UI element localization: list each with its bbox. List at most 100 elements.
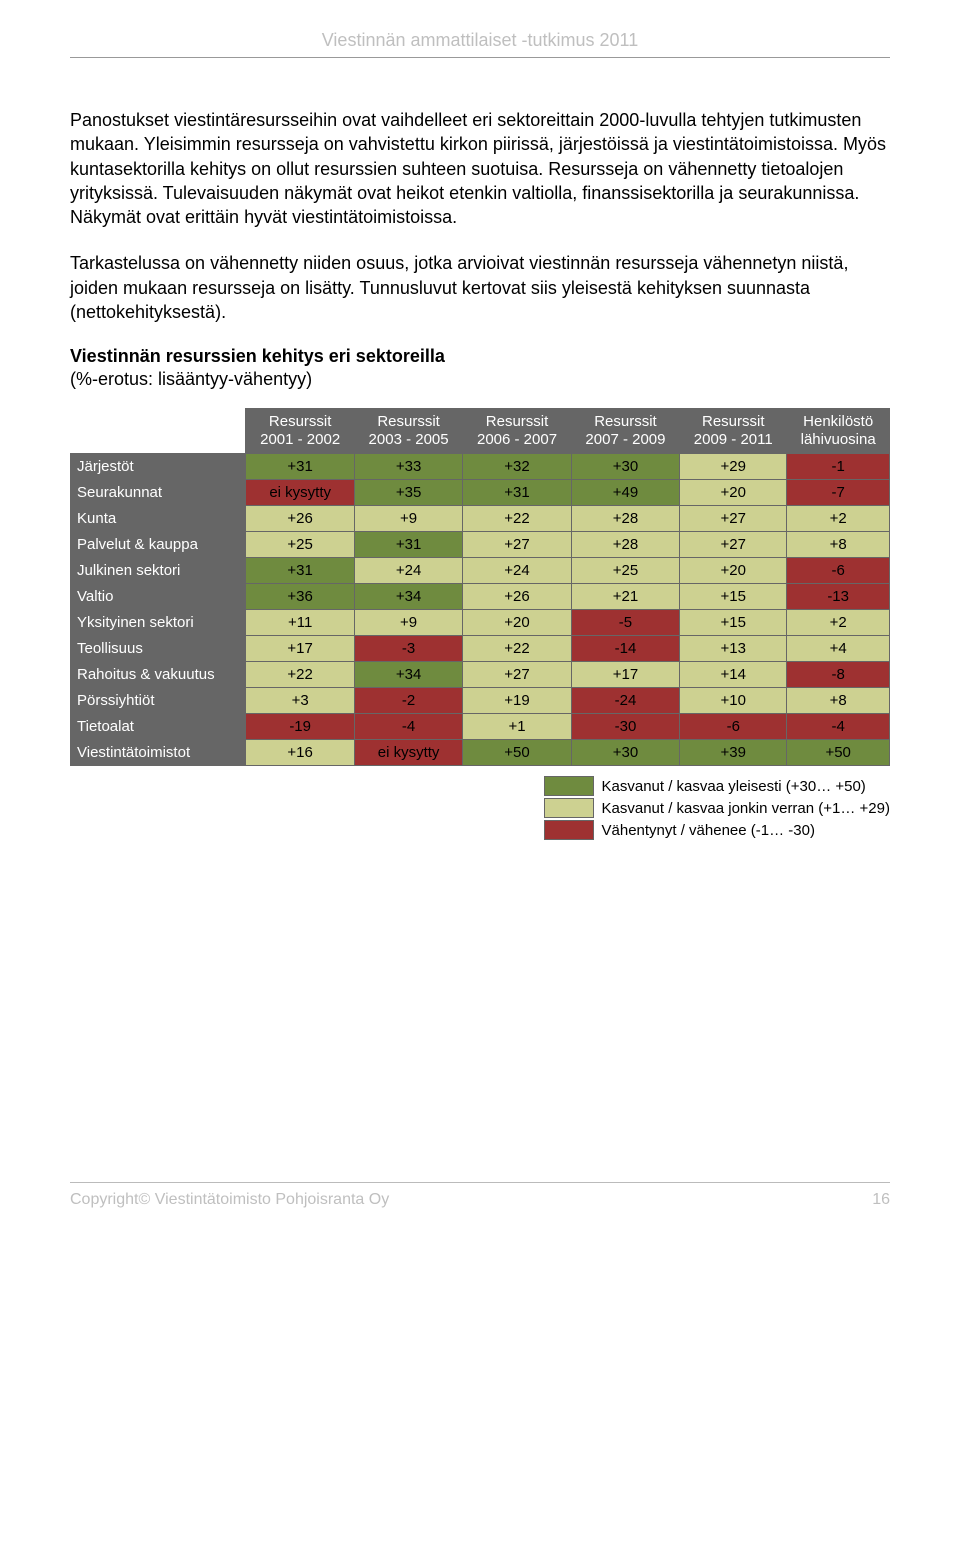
table-cell: +25 [571,558,679,584]
section-title: Viestinnän resurssien kehitys eri sektor… [70,346,890,367]
header-rule [70,57,890,58]
table-cell: -4 [354,714,462,740]
row-label: Viestintätoimistot [71,740,246,766]
table-cell: -5 [571,610,679,636]
table-cell: +28 [571,532,679,558]
legend-label: Vähentynyt / vähenee (-1… -30) [602,822,815,839]
table-cell: +16 [246,740,354,766]
table-cell: +26 [246,506,354,532]
col-header: Resurssit2007 - 2009 [571,409,679,454]
table-cell: +34 [354,662,462,688]
table-cell: +31 [246,558,354,584]
row-label: Yksityinen sektori [71,610,246,636]
table-cell: -14 [571,636,679,662]
table-cell: +15 [680,610,787,636]
table-row: Järjestöt+31+33+32+30+29-1 [71,454,890,480]
legend-label: Kasvanut / kasvaa yleisesti (+30… +50) [602,778,866,795]
row-label: Seurakunnat [71,480,246,506]
table-cell: -7 [787,480,890,506]
table-cell: -19 [246,714,354,740]
table-cell: +32 [463,454,571,480]
paragraph-1: Panostukset viestintäresursseihin ovat v… [70,108,890,229]
row-label: Tietoalat [71,714,246,740]
paragraph-2: Tarkastelussa on vähennetty niiden osuus… [70,251,890,324]
legend-label: Kasvanut / kasvaa jonkin verran (+1… +29… [602,800,891,817]
col-header: Resurssit2003 - 2005 [354,409,462,454]
table-cell: +2 [787,506,890,532]
table-cell: -30 [571,714,679,740]
table-row: Julkinen sektori+31+24+24+25+20-6 [71,558,890,584]
table-corner-empty [71,409,246,454]
table-cell: +17 [571,662,679,688]
table-cell: -24 [571,688,679,714]
legend-item: Vähentynyt / vähenee (-1… -30) [544,820,891,840]
row-label: Pörssiyhtiöt [71,688,246,714]
row-label: Rahoitus & vakuutus [71,662,246,688]
row-label: Teollisuus [71,636,246,662]
table-cell: +2 [787,610,890,636]
table-cell: +4 [787,636,890,662]
col-header: Resurssit2001 - 2002 [246,409,354,454]
table-cell: +9 [354,610,462,636]
legend-item: Kasvanut / kasvaa yleisesti (+30… +50) [544,776,891,796]
table-cell: -8 [787,662,890,688]
table-cell: +11 [246,610,354,636]
table-cell: -13 [787,584,890,610]
row-label: Kunta [71,506,246,532]
col-header: Resurssit2009 - 2011 [680,409,787,454]
table-cell: +1 [463,714,571,740]
table-row: Valtio+36+34+26+21+15-13 [71,584,890,610]
legend-item: Kasvanut / kasvaa jonkin verran (+1… +29… [544,798,891,818]
table-cell: +10 [680,688,787,714]
table-cell: +8 [787,688,890,714]
table-row: Pörssiyhtiöt+3-2+19-24+10+8 [71,688,890,714]
table-cell: -6 [787,558,890,584]
table-row: Viestintätoimistot+16ei kysytty+50+30+39… [71,740,890,766]
table-cell: +20 [463,610,571,636]
table-cell: +13 [680,636,787,662]
table-cell: +22 [246,662,354,688]
col-header: Resurssit2006 - 2007 [463,409,571,454]
table-row: Yksityinen sektori+11+9+20-5+15+2 [71,610,890,636]
legend: Kasvanut / kasvaa yleisesti (+30… +50) Ka… [70,776,890,842]
table-cell: +29 [680,454,787,480]
row-label: Järjestöt [71,454,246,480]
table-row: Seurakunnatei kysytty+35+31+49+20-7 [71,480,890,506]
table-cell: +19 [463,688,571,714]
table-cell: +39 [680,740,787,766]
table-row: Teollisuus+17-3+22-14+13+4 [71,636,890,662]
legend-swatch [544,820,594,840]
table-cell: +28 [571,506,679,532]
table-cell: ei kysytty [246,480,354,506]
table-cell: +50 [463,740,571,766]
table-cell: +27 [463,532,571,558]
table-cell: +25 [246,532,354,558]
table-cell: +17 [246,636,354,662]
table-cell: +34 [354,584,462,610]
legend-swatch [544,776,594,796]
section-subtitle: (%-erotus: lisääntyy-vähentyy) [70,369,890,390]
table-cell: +24 [463,558,571,584]
table-cell: -6 [680,714,787,740]
table-cell: +20 [680,480,787,506]
table-cell: +50 [787,740,890,766]
row-label: Julkinen sektori [71,558,246,584]
table-cell: -3 [354,636,462,662]
table-cell: +27 [680,532,787,558]
table-cell: +30 [571,740,679,766]
page-footer: Copyright© Viestintätoimisto Pohjoisrant… [70,1182,890,1209]
table-cell: +22 [463,636,571,662]
table-cell: +15 [680,584,787,610]
resource-table: Resurssit2001 - 2002 Resurssit2003 - 200… [70,408,890,766]
page-number: 16 [872,1191,890,1209]
table-cell: +9 [354,506,462,532]
table-cell: +26 [463,584,571,610]
table-cell: +49 [571,480,679,506]
table-cell: +22 [463,506,571,532]
table-row: Rahoitus & vakuutus+22+34+27+17+14-8 [71,662,890,688]
table-cell: +36 [246,584,354,610]
table-cell: +24 [354,558,462,584]
table-cell: +21 [571,584,679,610]
table-row: Palvelut & kauppa+25+31+27+28+27+8 [71,532,890,558]
row-label: Palvelut & kauppa [71,532,246,558]
